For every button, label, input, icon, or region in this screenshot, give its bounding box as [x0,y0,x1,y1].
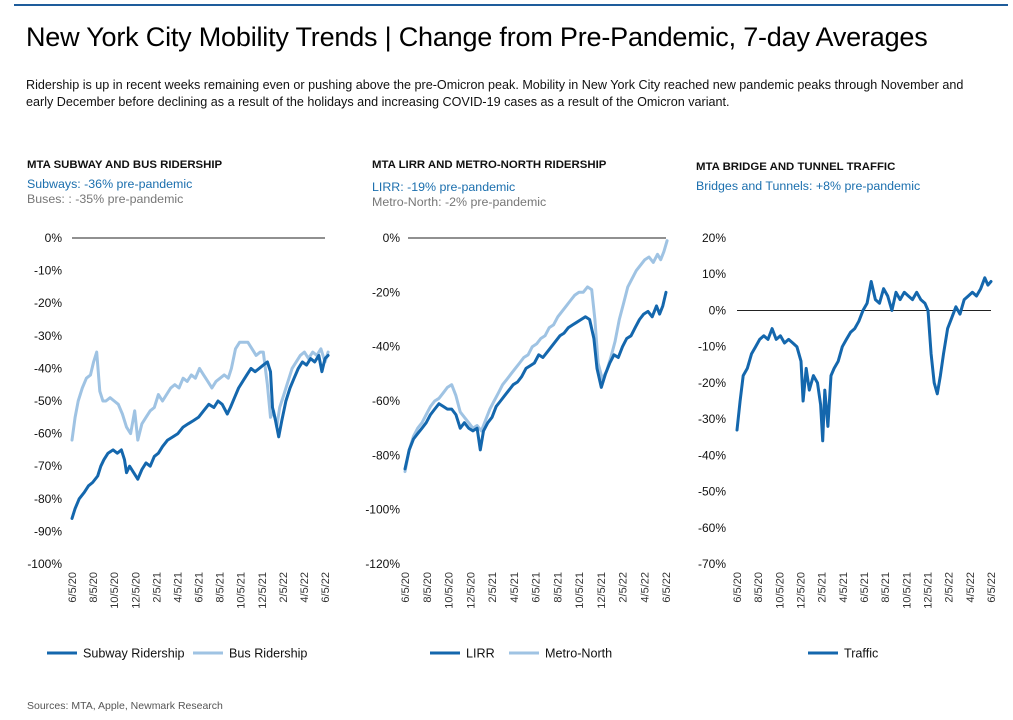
x-tick-label: 2/5/22 [944,572,956,603]
x-tick-label: 10/5/20 [774,572,786,609]
x-tick-label: 6/5/20 [400,572,412,603]
y-tick-label: -100% [27,557,62,571]
legend-label: Traffic [844,647,878,661]
x-tick-label: 12/5/20 [130,572,142,609]
legend-label: Bus Ridership [229,647,307,661]
x-tick-label: 2/5/22 [618,572,630,603]
legend-label: LIRR [466,647,495,661]
series-line-subway-ridership [70,353,330,520]
x-tick-label: 10/5/20 [109,572,121,609]
x-tick-label: 6/5/21 [859,572,871,603]
x-tick-label: 2/5/21 [817,572,829,603]
x-tick-label: 4/5/21 [509,572,521,603]
source-note: Sources: MTA, Apple, Newmark Research [27,700,223,712]
y-tick-label: 0% [709,303,727,317]
y-tick-label: -30% [34,329,62,343]
chart-title-subway-bus: MTA SUBWAY AND BUS RIDERSHIP [27,159,223,171]
y-tick-label: -80% [34,492,62,506]
y-tick-label: 10% [702,267,726,281]
y-tick-label: -30% [698,412,726,426]
subtitle-lirr: LIRR: -19% pre-pandemic [372,180,516,194]
x-tick-label: 10/5/21 [236,572,248,609]
y-tick-label: -60% [372,394,400,408]
y-tick-label: -10% [34,264,62,278]
y-tick-label: -60% [34,427,62,441]
y-tick-label: 0% [383,231,401,245]
series-line-bus-ridership [70,340,330,442]
x-tick-label: 10/5/21 [574,572,586,609]
x-tick-label: 8/5/21 [880,572,892,603]
x-tick-label: 8/5/20 [753,572,765,603]
chart-title-bridge-tunnel: MTA BRIDGE AND TUNNEL TRAFFIC [696,161,896,173]
x-tick-label: 12/5/21 [257,572,269,609]
y-tick-label: -100% [365,503,400,517]
y-tick-label: -40% [34,361,62,375]
x-tick-label: 8/5/21 [552,572,564,603]
y-tick-label: -70% [698,557,726,571]
x-tick-label: 4/5/21 [172,572,184,603]
y-tick-label: -40% [372,340,400,354]
x-tick-label: 12/5/21 [596,572,608,609]
y-tick-label: -60% [698,521,726,535]
y-tick-label: 20% [702,231,726,245]
x-tick-label: 2/5/21 [151,572,163,603]
x-tick-label: 12/5/20 [796,572,808,609]
x-tick-label: 6/5/22 [986,572,998,603]
top-rule [14,4,1008,6]
x-tick-label: 2/5/22 [278,572,290,603]
description: Ridership is up in recent weeks remainin… [26,78,964,109]
y-tick-label: -80% [372,448,400,462]
x-tick-label: 6/5/22 [320,572,332,603]
x-tick-label: 6/5/20 [732,572,744,603]
x-tick-label: 6/5/20 [67,572,79,603]
x-tick-label: 4/5/22 [965,572,977,603]
x-tick-label: 6/5/22 [661,572,673,603]
chart-title-lirr-metronorth: MTA LIRR AND METRO-NORTH RIDERSHIP [372,159,607,171]
y-tick-label: -50% [698,485,726,499]
subtitle-subways: Subways: -36% pre-pandemic [27,177,193,191]
y-tick-label: -20% [698,376,726,390]
legend-label: Metro-North [545,647,612,661]
y-tick-label: -50% [34,394,62,408]
series-line-traffic [735,276,993,443]
x-tick-label: 10/5/20 [444,572,456,609]
x-tick-label: 4/5/21 [838,572,850,603]
y-tick-label: -20% [34,296,62,310]
x-tick-label: 8/5/20 [422,572,434,603]
x-tick-label: 8/5/20 [88,572,100,603]
y-tick-label: -70% [34,459,62,473]
x-tick-label: 2/5/21 [487,572,499,603]
subtitle-buses: Buses: : -35% pre-pandemic [27,192,184,206]
y-tick-label: -40% [698,448,726,462]
x-tick-label: 8/5/21 [215,572,227,603]
x-tick-label: 6/5/21 [531,572,543,603]
x-tick-label: 10/5/21 [901,572,913,609]
y-tick-label: -20% [372,285,400,299]
x-tick-label: 4/5/22 [639,572,651,603]
y-tick-label: -120% [365,557,400,571]
x-tick-label: 12/5/20 [465,572,477,609]
y-tick-label: -90% [34,524,62,538]
x-tick-label: 6/5/21 [194,572,206,603]
legend-label: Subway Ridership [83,647,185,661]
subtitle-metro-north: Metro-North: -2% pre-pandemic [372,195,547,209]
subtitle-bridges-tunnels: Bridges and Tunnels: +8% pre-pandemic [696,179,921,193]
series-line-metro-north [403,239,669,474]
y-tick-label: 0% [45,231,63,245]
x-tick-label: 4/5/22 [299,572,311,603]
x-tick-label: 12/5/21 [923,572,935,609]
y-tick-label: -10% [698,340,726,354]
page-title: New York City Mobility Trends | Change f… [26,22,928,52]
series-line-lirr [403,290,668,471]
